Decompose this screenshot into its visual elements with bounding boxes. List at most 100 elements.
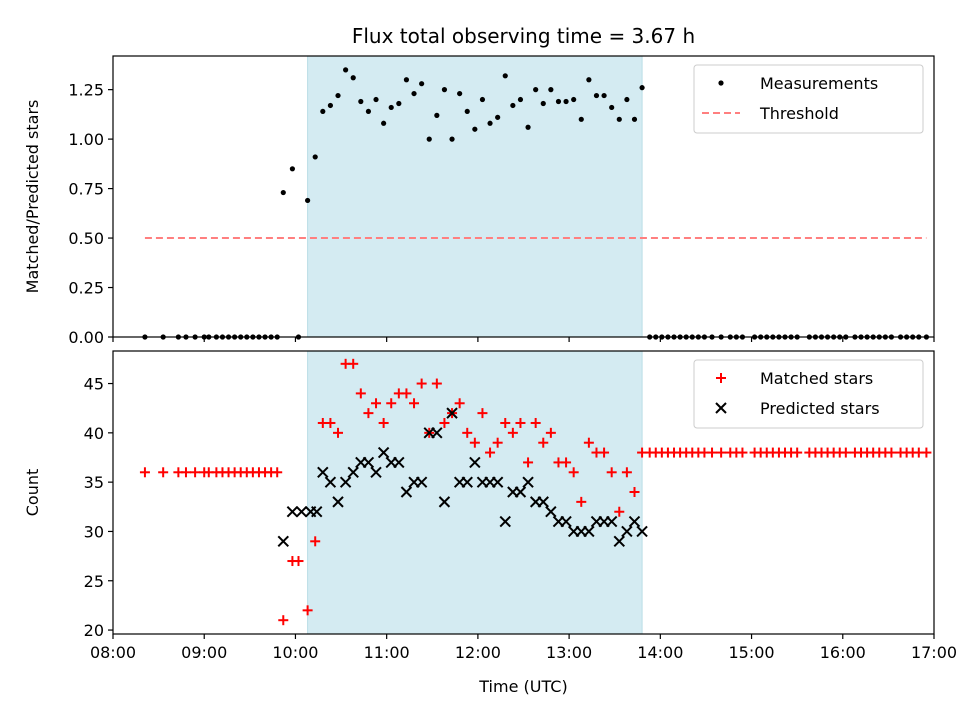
data-point [578,116,584,122]
data-point [548,87,554,93]
data-point [317,466,329,478]
data-point [401,388,412,399]
y-tick-label: 45 [84,375,104,394]
data-point [457,90,463,97]
data-point [439,417,450,428]
x-tick-label: 09:00 [181,643,227,662]
data-point [502,73,508,79]
data-point [469,456,481,469]
data-point [538,437,549,448]
y-tick-label: 20 [84,621,104,640]
data-point [540,100,546,107]
data-point [415,476,428,488]
data-point [381,120,387,126]
data-point [409,398,420,409]
data-point [302,605,313,616]
observing-span [307,350,643,635]
data-point [479,96,486,103]
data-point [561,457,572,468]
data-point [707,447,718,458]
data-point [305,197,311,204]
data-point [295,506,308,518]
data-point [621,525,633,538]
data-point [576,496,587,507]
data-point [158,467,169,478]
data-point [921,447,932,458]
data-point [840,447,851,458]
data-point [339,476,352,488]
data-point [523,457,534,468]
y-axis: 20 25 30 35 40 45 [84,375,113,640]
data-point [522,476,534,488]
panel-count: 20 25 30 35 40 45 08:00 09:00 10:00 11:00 12:00 13:… [23,350,957,696]
x-axis-label: Time (UTC) [478,677,567,696]
legend-box [693,64,924,134]
data-point [599,447,610,458]
data-point [636,525,648,538]
x-tick-label: 08:00 [90,643,136,662]
data-point [499,515,511,528]
data-point [628,515,641,528]
data-point [545,427,556,438]
data-point [517,96,524,103]
data-point [332,496,344,508]
panel-ratio: 0.00 0.25 0.50 0.75 1.00 1.25 Matched/Predicte… [23,24,935,347]
data-point [571,96,577,103]
data-point [320,108,326,115]
x-tick-label: 12:00 [455,643,501,662]
data-point [605,515,618,528]
data-point [327,102,334,109]
data-point [310,536,321,547]
legend-label: Threshold [759,104,839,123]
y-tick-label: 35 [84,473,104,492]
data-point [355,388,366,399]
legend-marker [715,402,727,414]
data-point [792,447,803,458]
data-point [464,108,470,115]
data-point [624,96,630,103]
data-point [438,496,451,508]
x-tick-label: 13:00 [546,643,592,662]
data-point [514,486,527,498]
data-point [416,378,427,389]
x-tick-label: 15:00 [729,643,775,662]
data-point [277,535,289,548]
data-point [555,98,562,105]
data-point [371,398,382,409]
data-point [472,126,478,132]
data-point [431,427,443,439]
y-tick-label: 0.75 [68,180,104,199]
y-tick-label: 30 [84,522,104,541]
legend-label: Predicted stars [760,399,880,418]
data-point [462,427,473,438]
data-point [419,81,425,87]
data-point [593,92,600,99]
data-point [403,77,410,83]
data-point [525,124,531,130]
data-point [386,398,397,409]
data-point [377,446,390,459]
data-point [454,398,465,409]
data-point [411,90,417,97]
y-tick-label: 0.25 [68,279,104,298]
legend-label: Matched stars [760,369,873,388]
x-axis: 08:00 09:00 10:00 11:00 12:00 13:00 14:00 15:00… [90,634,957,662]
data-point [363,408,374,419]
y-tick-label: 0.50 [68,229,104,248]
data-point [311,506,323,518]
data-point [446,407,458,419]
data-point [586,77,592,83]
data-point [613,535,625,548]
data-point [365,108,372,115]
data-point [639,85,645,91]
data-point [348,358,359,369]
data-point [560,515,572,528]
axes-frame [112,55,935,338]
data-point [139,467,150,478]
y-axis-label: Matched/Predicted stars [23,100,42,294]
data-point [373,96,379,103]
data-point [278,615,289,626]
y-tick-label: 25 [84,572,104,591]
data-point [335,92,341,99]
data-point [629,487,640,498]
